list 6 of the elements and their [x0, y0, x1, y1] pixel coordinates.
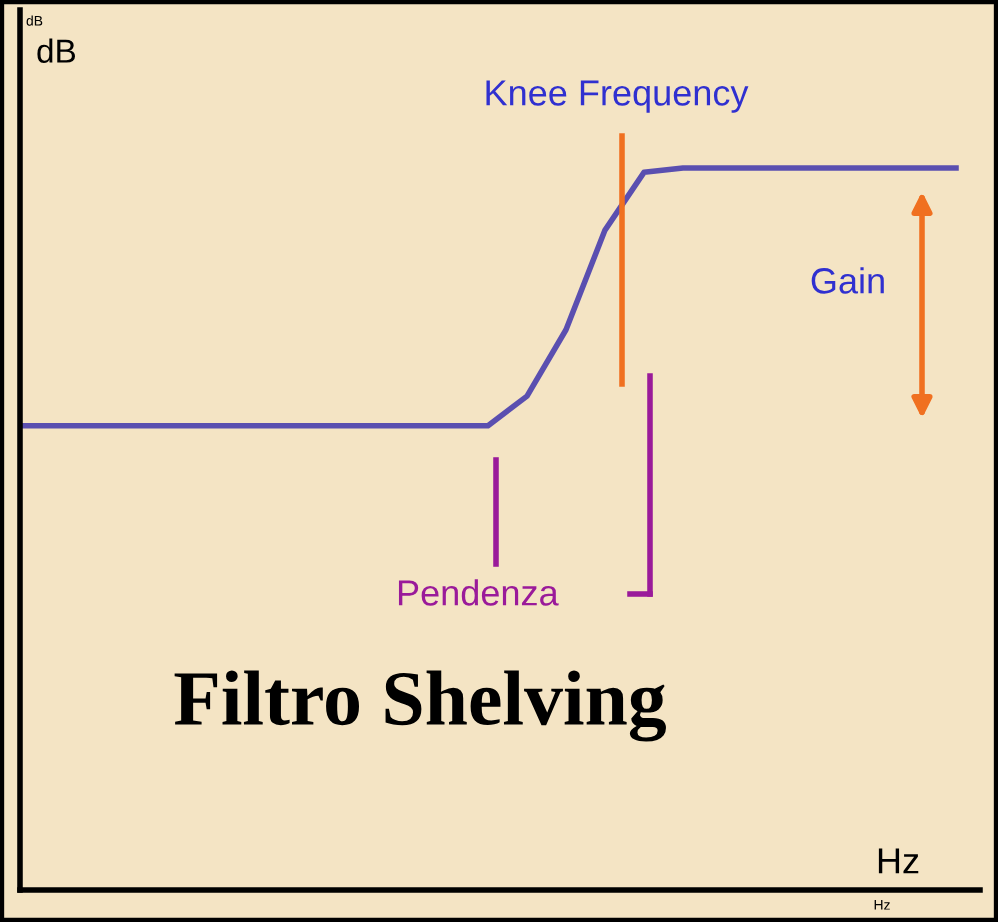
y-axis-title: dB: [37, 38, 76, 63]
x-axis-title: Hz: [878, 848, 919, 874]
annotation: Gain: [811, 267, 884, 294]
annotation: Pendenza: [398, 579, 559, 606]
text: Knee Frequency: [486, 80, 749, 113]
annotation: Filtro Shelving: [174, 670, 666, 742]
